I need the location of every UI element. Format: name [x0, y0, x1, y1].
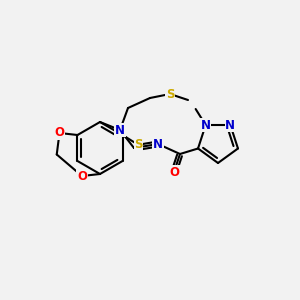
Text: N: N — [115, 124, 125, 136]
Text: S: S — [166, 88, 174, 100]
Text: O: O — [169, 166, 179, 178]
Text: N: N — [225, 118, 235, 131]
Text: N: N — [153, 137, 163, 151]
Text: N: N — [201, 118, 211, 131]
Text: O: O — [77, 169, 87, 182]
Text: S: S — [134, 139, 143, 152]
Text: O: O — [55, 127, 64, 140]
